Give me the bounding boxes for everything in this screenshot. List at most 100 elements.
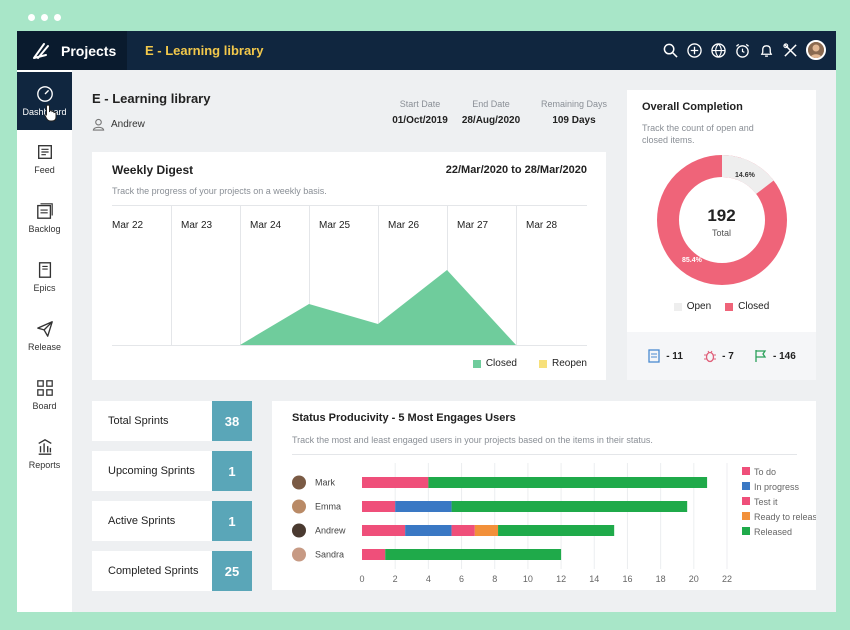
x-tick-label: 0 bbox=[359, 574, 364, 584]
user-icon bbox=[92, 118, 105, 131]
sidebar-item-release[interactable]: Release bbox=[17, 307, 72, 365]
bar-segment bbox=[362, 501, 396, 512]
legend-label: Closed bbox=[738, 301, 770, 312]
add-icon[interactable] bbox=[686, 42, 702, 58]
user-avatar[interactable] bbox=[806, 40, 826, 60]
legend-label: Released bbox=[754, 527, 792, 537]
legend-label: In progress bbox=[754, 482, 800, 492]
day-label: Mar 23 bbox=[181, 220, 213, 231]
sprint-label: Upcoming Sprints bbox=[108, 465, 195, 477]
sidebar-item-reports[interactable]: Reports bbox=[17, 425, 72, 483]
legend-label: Closed bbox=[485, 358, 517, 369]
donut-chart bbox=[657, 155, 787, 285]
legend-swatch bbox=[742, 527, 750, 535]
bar-segment bbox=[451, 501, 688, 512]
active-sprints[interactable]: Active Sprints 1 bbox=[92, 501, 252, 541]
bar-segment bbox=[405, 525, 452, 536]
legend-label: Ready to release bbox=[754, 512, 816, 522]
start-date: Start Date 01/Oct/2019 bbox=[380, 99, 460, 126]
status-desc: Track the most and least engaged users i… bbox=[292, 435, 653, 445]
user-avatar bbox=[292, 475, 306, 490]
day-label: Mar 27 bbox=[457, 220, 489, 231]
sidebar-item-label: Dashboard bbox=[22, 107, 67, 117]
flag-icon bbox=[755, 350, 767, 362]
project-title: E - Learning library bbox=[92, 91, 211, 106]
legend-label: Open bbox=[686, 301, 712, 312]
end-date-value: 28/Aug/2020 bbox=[461, 115, 521, 126]
status-title: Status Producivity - 5 Most Engages User… bbox=[292, 412, 516, 424]
x-tick-label: 20 bbox=[689, 574, 699, 584]
sidebar-item-feed[interactable]: Feed bbox=[17, 130, 72, 188]
total-sprints[interactable]: Total Sprints 38 bbox=[92, 401, 252, 441]
backlog-icon bbox=[36, 203, 53, 219]
sprint-label: Completed Sprints bbox=[108, 565, 199, 577]
user-label: Emma bbox=[315, 502, 341, 512]
sidebar-item-backlog[interactable]: Backlog bbox=[17, 189, 72, 247]
status-bar-chart: 0 2 4 6 8 10 12 14 16 18 20 22 Mark Emma Andrew Sandra T… bbox=[292, 463, 816, 584]
legend-open: Open bbox=[673, 301, 712, 312]
completion-stats: - 11 - 7 - 146 bbox=[627, 332, 816, 380]
sidebar-item-label: Backlog bbox=[28, 224, 61, 234]
brand-title: Projects bbox=[61, 42, 117, 59]
globe-icon[interactable] bbox=[710, 42, 726, 58]
sidebar-item-board[interactable]: Board bbox=[17, 366, 72, 424]
legend-swatch bbox=[472, 359, 481, 368]
release-icon bbox=[36, 321, 53, 337]
bar-segment bbox=[395, 501, 452, 512]
bar-segment bbox=[451, 525, 475, 536]
stat-value: - 7 bbox=[722, 350, 734, 362]
x-tick-label: 6 bbox=[459, 574, 464, 584]
legend-swatch bbox=[725, 302, 734, 311]
user-label: Sandra bbox=[315, 550, 344, 560]
bar-segment bbox=[362, 525, 406, 536]
open-percent: 14.6% bbox=[735, 172, 755, 179]
x-tick-label: 4 bbox=[426, 574, 431, 584]
stat-flags[interactable]: - 146 bbox=[754, 349, 796, 363]
weekly-digest-desc: Track the progress of your projects on a… bbox=[112, 186, 327, 196]
bell-icon[interactable] bbox=[758, 42, 774, 58]
x-tick-label: 18 bbox=[656, 574, 666, 584]
legend-swatch bbox=[742, 512, 750, 520]
board-icon bbox=[36, 380, 53, 396]
sidebar-item-epics[interactable]: Epics bbox=[17, 248, 72, 306]
stat-bugs[interactable]: - 7 bbox=[703, 349, 734, 363]
breadcrumb[interactable]: E - Learning library bbox=[145, 43, 264, 58]
sidebar-item-dashboard[interactable]: Dashboard bbox=[17, 72, 72, 130]
weekly-legend: Closed Reopen bbox=[472, 358, 587, 369]
tools-icon[interactable] bbox=[782, 42, 798, 58]
legend-swatch bbox=[742, 482, 750, 490]
day-label: Mar 26 bbox=[388, 220, 420, 231]
bar-segment bbox=[474, 525, 499, 536]
bar-segment bbox=[428, 477, 708, 488]
weekly-digest-title: Weekly Digest bbox=[112, 163, 194, 177]
bar-segment bbox=[385, 549, 562, 560]
alarm-icon[interactable] bbox=[734, 42, 750, 58]
day-label: Mar 25 bbox=[319, 220, 351, 231]
sidebar-item-label: Feed bbox=[34, 165, 55, 175]
legend-swatch bbox=[673, 302, 682, 311]
upcoming-sprints[interactable]: Upcoming Sprints 1 bbox=[92, 451, 252, 491]
bar-segment bbox=[362, 477, 429, 488]
sidebar-item-label: Reports bbox=[28, 460, 61, 470]
day-label: Mar 28 bbox=[526, 220, 558, 231]
sidebar-item-label: Epics bbox=[33, 283, 56, 293]
weekly-digest-range: 22/Mar/2020 to 28/Mar/2020 bbox=[445, 164, 587, 176]
remaining-days-value: 109 Days bbox=[552, 115, 596, 126]
completed-sprints[interactable]: Completed Sprints 25 bbox=[92, 551, 252, 591]
bar-segment bbox=[498, 525, 615, 536]
stat-value: - 146 bbox=[772, 350, 796, 362]
brand[interactable]: Projects bbox=[17, 31, 127, 70]
day-label: Mar 22 bbox=[112, 220, 144, 231]
x-tick-label: 12 bbox=[556, 574, 566, 584]
stat-documents[interactable]: - 11 bbox=[647, 349, 683, 363]
end-date-label: End Date bbox=[472, 99, 510, 109]
completion-total-label: Total bbox=[711, 228, 731, 238]
user-label: Mark bbox=[315, 478, 335, 488]
completion-title: Overall Completion bbox=[642, 101, 743, 113]
sidebar-item-label: Release bbox=[27, 342, 62, 352]
owner-name: Andrew bbox=[111, 119, 145, 130]
search-icon[interactable] bbox=[662, 42, 678, 58]
legend-swatch bbox=[742, 467, 750, 475]
open-slice bbox=[657, 155, 787, 285]
sprint-count: 25 bbox=[212, 551, 252, 591]
